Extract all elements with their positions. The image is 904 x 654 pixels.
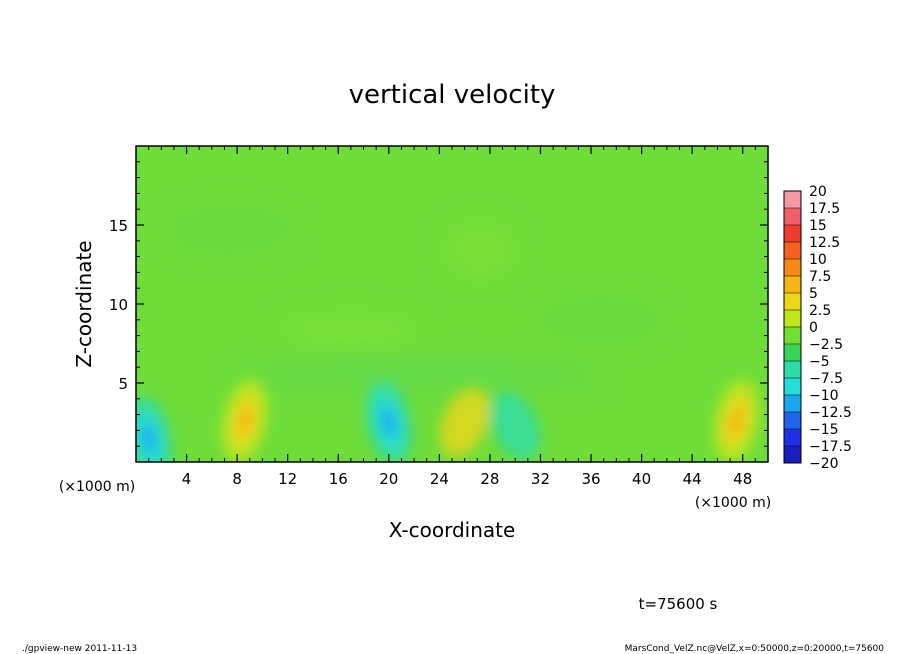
x-tick-label: 28 [480,470,499,488]
colorbar-band [784,395,801,413]
x-tick-label: 24 [430,470,449,488]
colorbar-band [784,344,801,362]
colorbar-band [784,208,801,226]
x-tick-label: 40 [632,470,651,488]
colorbar-label: 0 [809,320,818,336]
colorbar-band [784,293,801,311]
texture-layer [170,210,660,387]
colorbar-band [784,446,801,464]
feature-layer [136,379,760,462]
colorbar-label: 10 [809,252,827,268]
y-tick-label: 10 [109,296,128,314]
x-tick-label: 48 [733,470,752,488]
colorbar-label: −7.5 [809,371,843,387]
colorbar-band [784,429,801,447]
feature-core [729,407,743,435]
colorbar-label: 2.5 [809,303,831,319]
colorbar-band [784,378,801,396]
colorbar-label: 20 [809,184,827,200]
colorbar-band [784,191,801,209]
colorbar-label: 17.5 [809,201,840,217]
footer-right: MarsCond_VelZ.nc@VelZ,x=0:50000,z=0:2000… [625,644,885,654]
x-tick-label: 12 [278,470,297,488]
colorbar-band [784,412,801,430]
colorbar-label: −12.5 [809,405,852,421]
colorbar-label: −2.5 [809,337,843,353]
colorbar-band [784,310,801,328]
feature-blob [439,388,490,457]
colorbar-band [784,327,801,345]
feature-core [142,424,156,453]
colorbar-label: −17.5 [809,439,852,455]
colorbar-label: 15 [809,218,827,234]
y-axis: 5 10 15 [109,161,768,447]
x-tick-label: 8 [232,470,242,488]
colorbar-band [784,242,801,260]
x-axis: 4 8 12 16 20 24 28 32 36 40 44 48 [148,146,756,488]
x-unit-right: (×1000 m) [695,495,771,511]
x-axis-label: X-coordinate [389,518,516,542]
x-tick-label: 16 [329,470,348,488]
colorbar-band [784,225,801,243]
colorbar-label: 7.5 [809,269,831,285]
colorbar-label: −15 [809,422,839,438]
chart-title: vertical velocity [349,80,556,110]
y-axis-label: Z-coordinate [72,240,96,367]
y-tick-label: 15 [109,217,128,235]
colorbar-label: 12.5 [809,235,840,251]
feature-core [382,408,396,437]
x-tick-label: 32 [531,470,550,488]
colorbar-label: −10 [809,388,839,404]
x-tick-label: 36 [581,470,600,488]
footer-left: ./gpview-new 2011-11-13 [22,644,137,654]
x-tick-label: 44 [683,470,702,488]
colorbar-band [784,259,801,277]
x-tick-label: 4 [182,470,192,488]
colorbar-label: −20 [809,456,839,472]
feature-core [238,407,252,435]
colorbar-label: 5 [809,286,818,302]
time-label: t=75600 s [639,595,718,613]
colorbar-label: −5 [809,354,830,370]
y-tick-label: 5 [118,375,128,393]
feature-blob [490,391,541,460]
x-unit-left: (×1000 m) [59,479,135,495]
plot-area [136,146,768,462]
colorbar: 2017.51512.5107.552.50−2.5−5−7.5−10−12.5… [783,184,852,472]
x-tick-label: 20 [379,470,398,488]
colorbar-band [784,276,801,294]
colorbar-band [784,361,801,379]
